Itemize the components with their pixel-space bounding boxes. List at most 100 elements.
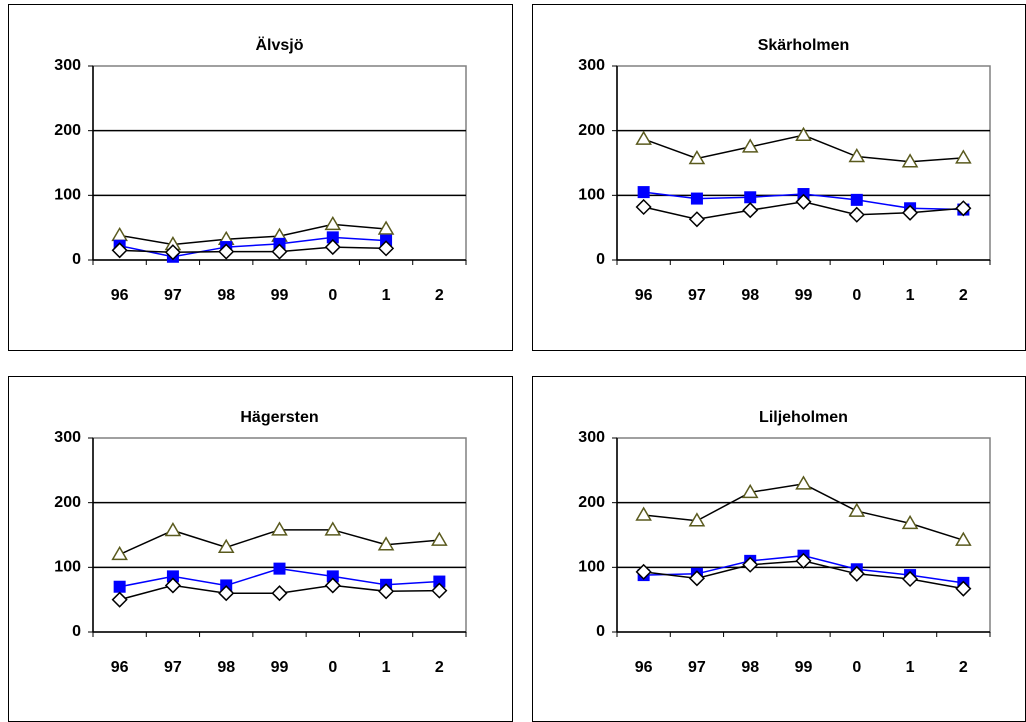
marker-triangle: [635, 506, 652, 521]
x-tick-label: 96: [635, 287, 653, 304]
plot-area: [616, 437, 991, 633]
marker-diamond: [955, 200, 972, 217]
y-tick-label: 100: [54, 187, 81, 204]
series-line: [119, 236, 387, 258]
marker-triangle: [431, 531, 448, 546]
y-tick-label: 100: [54, 559, 81, 576]
chart-title: Liljeholmen: [759, 409, 848, 426]
marker-diamond: [431, 582, 448, 599]
marker-triangle: [324, 521, 342, 536]
marker-square: [637, 186, 650, 199]
marker-diamond: [164, 244, 181, 261]
marker-diamond: [111, 591, 128, 608]
marker-diamond: [742, 556, 759, 573]
x-tick-label: 96: [635, 659, 653, 676]
x-tick-label: 98: [217, 287, 235, 304]
marker-diamond: [688, 211, 705, 228]
marker-square: [850, 193, 863, 206]
marker-diamond: [324, 239, 341, 256]
marker-triangle: [164, 521, 182, 537]
x-tick-label: 2: [435, 287, 444, 304]
marker-diamond: [378, 583, 395, 600]
x-tick-label: 0: [852, 659, 861, 676]
x-tick-label: 97: [688, 287, 706, 304]
marker-triangle: [111, 545, 128, 561]
x-tick-label: 99: [271, 659, 289, 676]
marker-triangle: [955, 149, 972, 164]
marker-diamond: [635, 198, 652, 216]
marker-triangle: [377, 536, 395, 551]
marker-diamond: [218, 585, 235, 602]
x-tick-label: 98: [741, 287, 759, 304]
marker-triangle: [324, 215, 342, 231]
x-tick-label: 97: [164, 659, 182, 676]
x-tick-label: 2: [959, 287, 968, 304]
chart-title: Hägersten: [240, 409, 318, 426]
x-tick-label: 97: [164, 287, 182, 304]
x-tick-label: 0: [328, 287, 337, 304]
marker-diamond: [164, 577, 181, 594]
chart-title: Skärholmen: [758, 37, 850, 54]
y-tick-label: 300: [578, 429, 605, 446]
marker-square: [326, 231, 339, 244]
marker-square: [690, 192, 703, 205]
marker-diamond: [271, 585, 288, 602]
y-tick-label: 200: [578, 122, 605, 139]
x-tick-label: 99: [795, 659, 813, 676]
marker-square: [744, 191, 757, 204]
marker-triangle: [217, 538, 235, 554]
series-line: [119, 223, 387, 246]
x-tick-label: 2: [435, 659, 444, 676]
marker-triangle: [901, 514, 919, 530]
marker-square: [433, 575, 446, 588]
x-tick-label: 2: [959, 659, 968, 676]
marker-diamond: [688, 570, 705, 587]
marker-diamond: [795, 193, 812, 210]
marker-diamond: [955, 580, 972, 597]
y-tick-label: 200: [54, 122, 81, 139]
x-tick-label: 96: [111, 287, 129, 304]
marker-triangle: [795, 126, 812, 141]
marker-diamond: [378, 240, 395, 257]
x-tick-label: 99: [271, 287, 289, 304]
marker-triangle: [688, 512, 706, 527]
marker-square: [113, 580, 126, 593]
marker-diamond: [742, 202, 759, 219]
y-tick-label: 200: [578, 494, 605, 511]
series-line: [119, 246, 387, 253]
marker-square: [326, 570, 339, 583]
marker-diamond: [218, 243, 235, 260]
x-tick-label: 0: [328, 659, 337, 676]
x-tick-label: 0: [852, 287, 861, 304]
x-tick-label: 97: [688, 659, 706, 676]
marker-diamond: [324, 577, 341, 594]
marker-triangle: [955, 531, 972, 546]
marker-diamond: [635, 563, 652, 580]
y-tick-label: 0: [596, 251, 605, 268]
y-tick-label: 300: [54, 429, 81, 446]
y-tick-label: 200: [54, 494, 81, 511]
marker-diamond: [848, 206, 865, 223]
y-tick-label: 0: [72, 251, 81, 268]
marker-diamond: [111, 242, 128, 259]
plot-area: [616, 65, 991, 261]
marker-triangle: [635, 130, 652, 145]
marker-diamond: [902, 570, 919, 588]
marker-diamond: [848, 565, 865, 582]
x-tick-label: 96: [111, 659, 129, 676]
x-tick-label: 1: [382, 659, 391, 676]
marker-triangle: [377, 220, 395, 235]
marker-triangle: [795, 475, 812, 490]
marker-triangle: [741, 483, 759, 499]
x-tick-label: 99: [795, 287, 813, 304]
marker-triangle: [688, 149, 706, 165]
y-tick-label: 0: [72, 623, 81, 640]
y-tick-label: 100: [578, 187, 605, 204]
marker-diamond: [795, 552, 812, 569]
x-tick-label: 1: [906, 659, 915, 676]
marker-diamond: [271, 243, 288, 260]
marker-triangle: [848, 148, 866, 163]
y-tick-label: 300: [54, 57, 81, 74]
x-tick-label: 1: [382, 287, 391, 304]
